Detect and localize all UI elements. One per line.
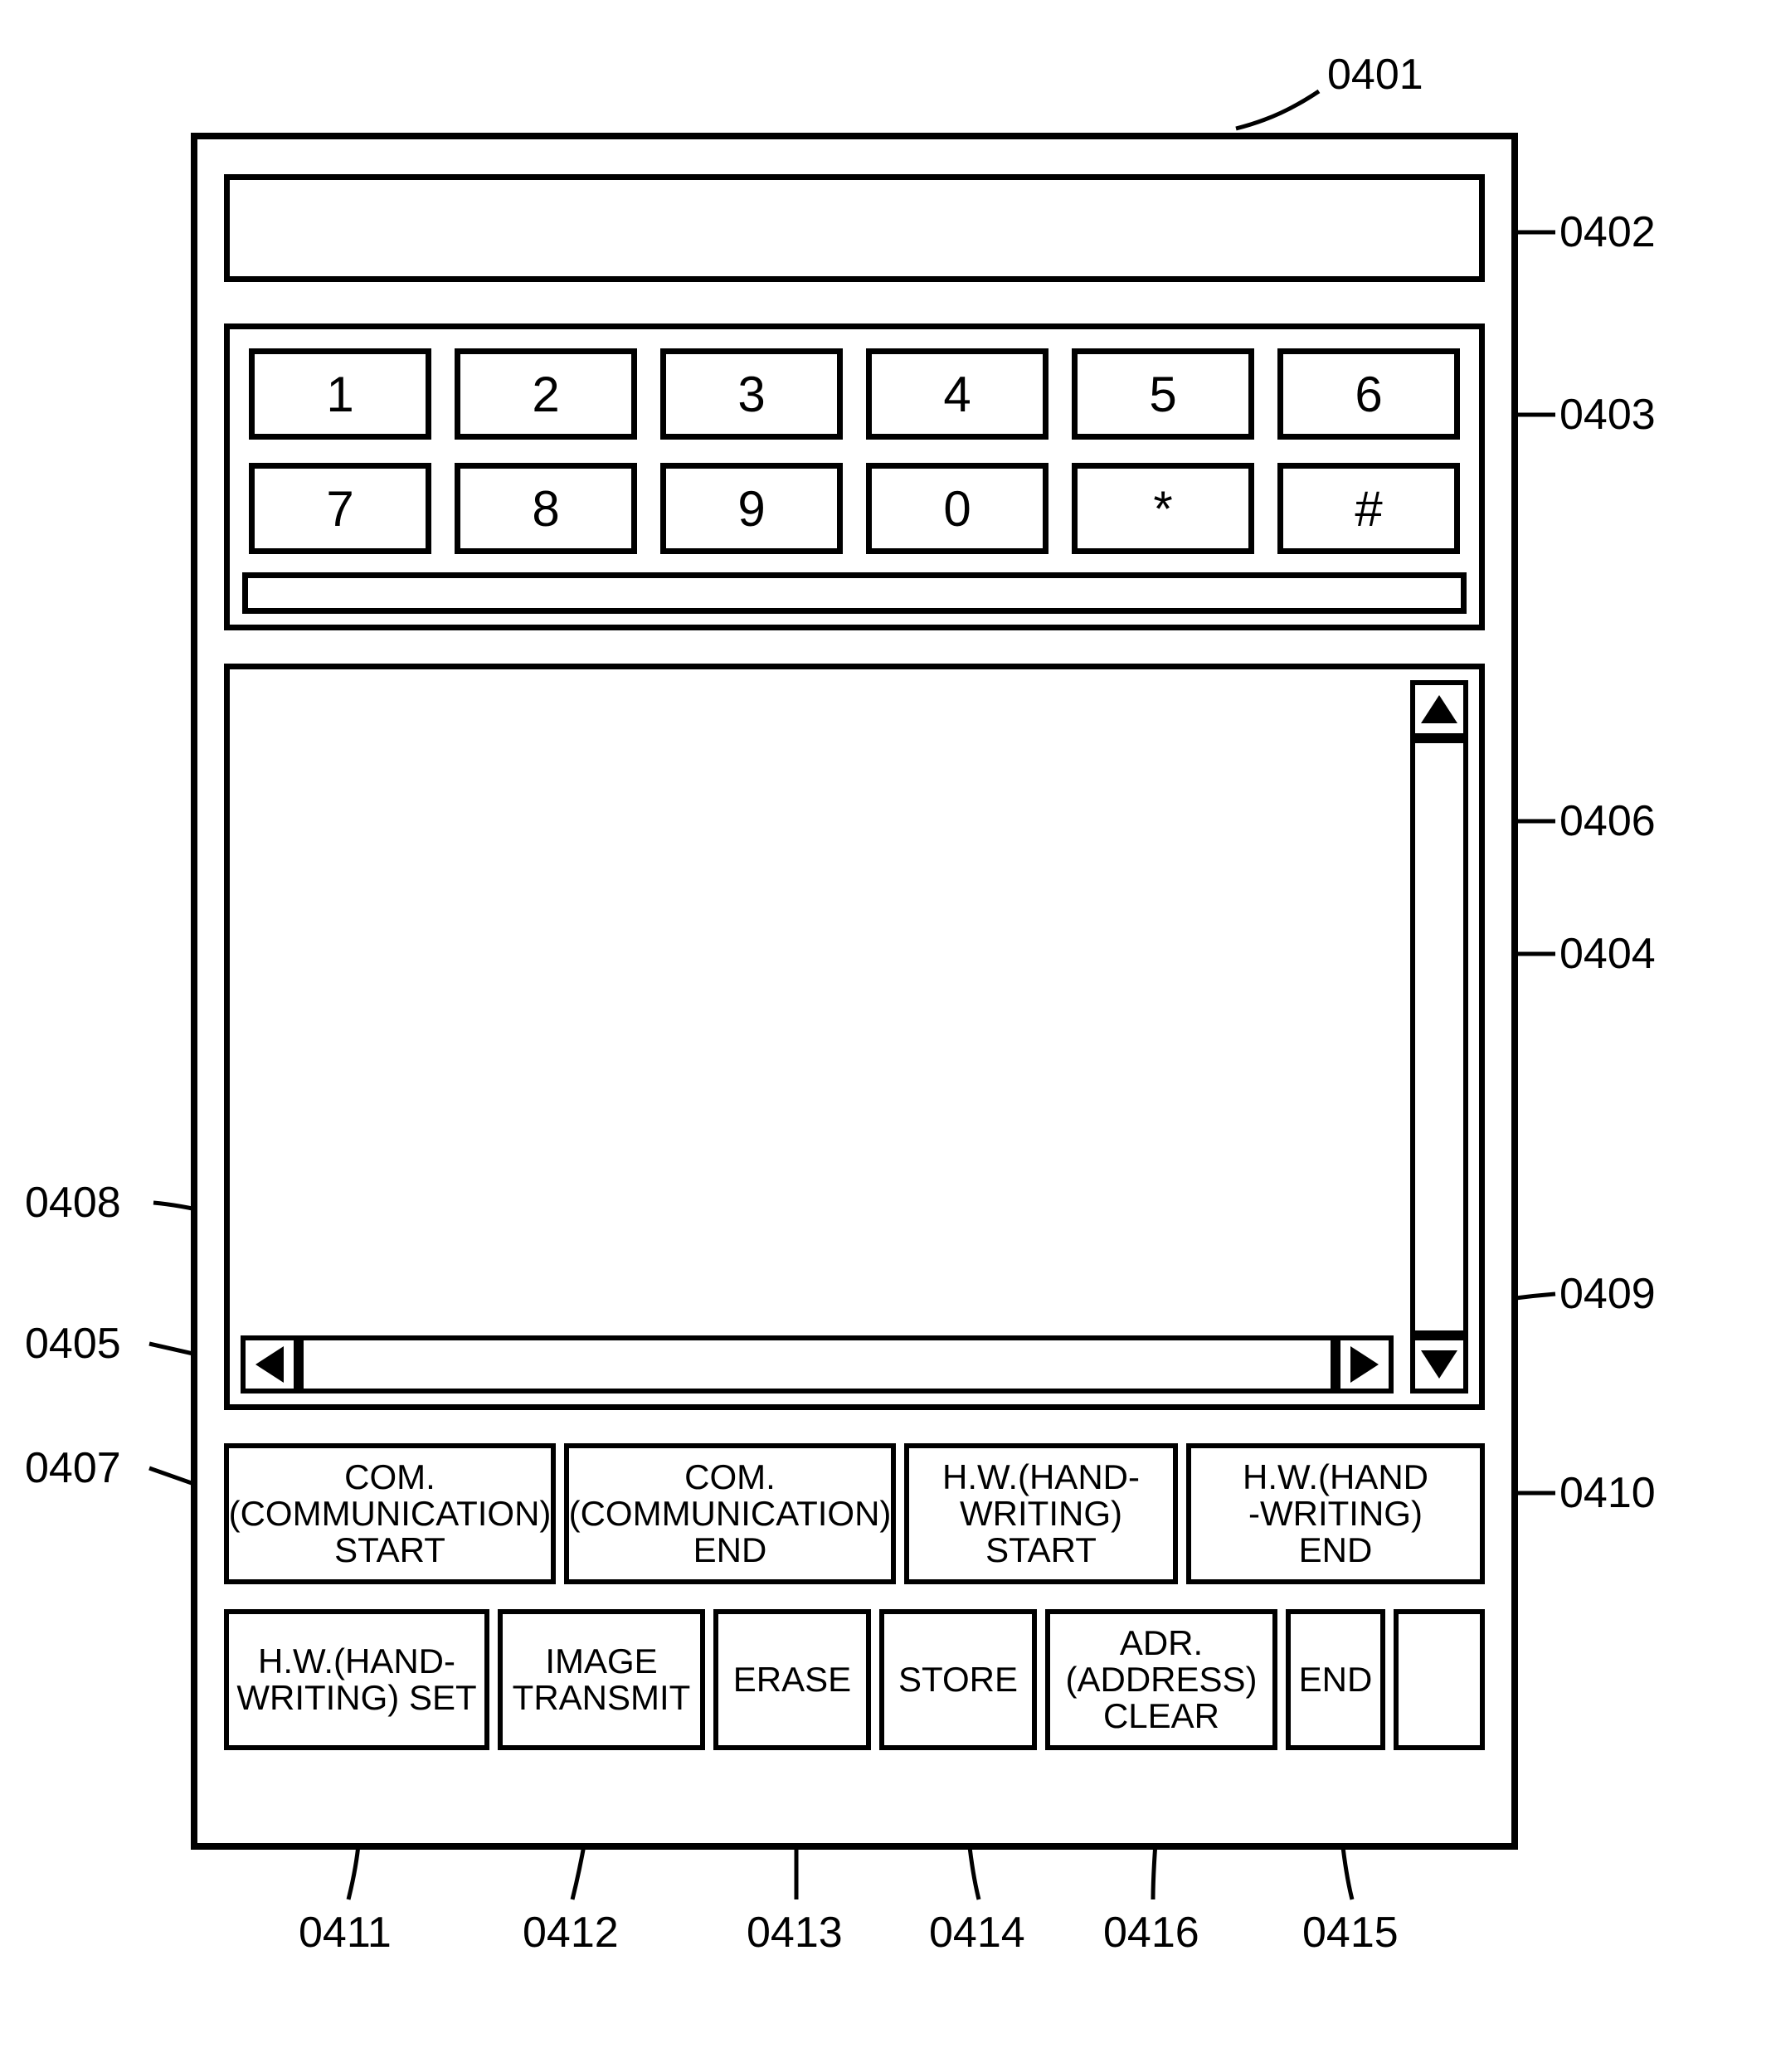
hscroll-track[interactable]	[299, 1335, 1336, 1393]
callout-0408: 0408	[25, 1178, 121, 1228]
keypad-key-*[interactable]: *	[1072, 463, 1254, 554]
keypad-key-#[interactable]: #	[1277, 463, 1460, 554]
callout-0404: 0404	[1559, 929, 1656, 979]
callout-0403: 0403	[1559, 390, 1656, 440]
keypad-key-0[interactable]: 0	[866, 463, 1048, 554]
hw-end-button[interactable]: H.W.(HAND -WRITING) END	[1186, 1443, 1485, 1584]
arrow-right-icon	[1350, 1346, 1379, 1383]
arrow-left-icon	[255, 1346, 284, 1383]
canvas-panel	[224, 664, 1485, 1410]
keypad-key-5[interactable]: 5	[1072, 348, 1254, 440]
store-button[interactable]: STORE	[879, 1609, 1037, 1750]
end-button[interactable]: END	[1286, 1609, 1385, 1750]
callout-0413: 0413	[747, 1908, 843, 1958]
scroll-left-button[interactable]	[241, 1335, 299, 1393]
hw-set-button[interactable]: H.W.(HAND- WRITING) SET	[224, 1609, 489, 1750]
callout-0414: 0414	[929, 1908, 1025, 1958]
figure-stage: 123456 7890 * # COM. (COMMUNICATION) STARTC…	[0, 0, 1771, 2072]
hw-start-button[interactable]: H.W.(HAND- WRITING) START	[904, 1443, 1178, 1584]
com-start-button[interactable]: COM. (COMMUNICATION) START	[224, 1443, 556, 1584]
callout-0415: 0415	[1302, 1908, 1399, 1958]
callout-0401: 0401	[1327, 50, 1423, 100]
address-clear-button[interactable]: ADR. (ADDRESS) CLEAR	[1045, 1609, 1277, 1750]
arrow-up-icon	[1421, 695, 1457, 723]
keypad-key-4[interactable]: 4	[866, 348, 1048, 440]
keypad-lower-strip	[242, 572, 1467, 614]
display-bar	[224, 174, 1485, 282]
scroll-down-button[interactable]	[1410, 1335, 1468, 1393]
keypad-key-3[interactable]: 3	[660, 348, 843, 440]
scroll-right-button[interactable]	[1336, 1335, 1394, 1393]
keypad-key-2[interactable]: 2	[455, 348, 637, 440]
callout-0407: 0407	[25, 1443, 121, 1493]
keypad-key-1[interactable]: 1	[249, 348, 431, 440]
scroll-up-button[interactable]	[1410, 680, 1468, 738]
arrow-down-icon	[1421, 1350, 1457, 1379]
image-transmit-button[interactable]: IMAGE TRANSMIT	[498, 1609, 705, 1750]
keypad-key-8[interactable]: 8	[455, 463, 637, 554]
spacer-button[interactable]	[1394, 1609, 1485, 1750]
callout-0416: 0416	[1103, 1908, 1199, 1958]
callout-0402: 0402	[1559, 207, 1656, 257]
keypad-key-7[interactable]: 7	[249, 463, 431, 554]
callout-0411: 0411	[299, 1908, 392, 1958]
callout-0412: 0412	[523, 1908, 619, 1958]
callout-0406: 0406	[1559, 796, 1656, 846]
erase-button[interactable]: ERASE	[713, 1609, 871, 1750]
keypad-key-9[interactable]: 9	[660, 463, 843, 554]
callout-0405: 0405	[25, 1319, 121, 1369]
keypad-key-6[interactable]: 6	[1277, 348, 1460, 440]
com-end-button[interactable]: COM. (COMMUNICATION) END	[564, 1443, 896, 1584]
callout-0410: 0410	[1559, 1468, 1656, 1518]
vscroll-track[interactable]	[1410, 738, 1468, 1335]
callout-0409: 0409	[1559, 1269, 1656, 1319]
